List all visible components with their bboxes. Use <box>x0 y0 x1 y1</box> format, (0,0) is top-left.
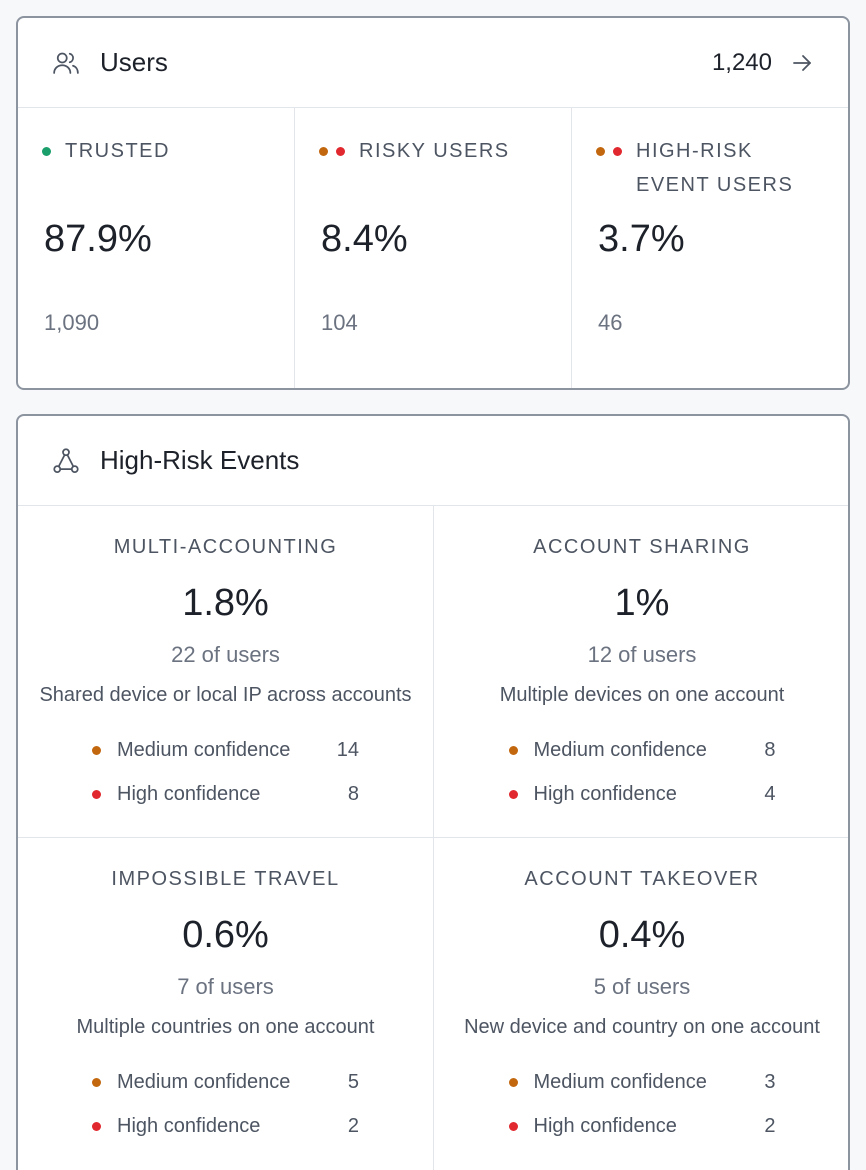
medium-dot <box>596 147 605 156</box>
event-users: 7 of users <box>177 974 274 999</box>
event-description: Multiple countries on one account <box>76 1016 375 1038</box>
confidence-value: 8 <box>764 738 776 761</box>
users-title: Users <box>100 47 168 77</box>
medium-confidence-row: Medium confidence 5 <box>18 1060 433 1104</box>
status-dots <box>596 147 622 156</box>
high-risk-events-card: High-Risk Events MULTI-ACCOUNTING 1.8% 2… <box>16 414 850 1170</box>
confidence-label: High confidence <box>533 1114 677 1137</box>
confidence-label: Medium confidence <box>117 1070 291 1093</box>
high-dot <box>613 147 622 156</box>
high-dot <box>508 789 518 799</box>
high-confidence-row: High confidence 2 <box>434 1104 848 1148</box>
high-dot <box>92 789 101 799</box>
confidence-label: High confidence <box>117 782 261 805</box>
medium-dot <box>508 745 518 755</box>
event-description: Multiple devices on one account <box>499 684 785 706</box>
event-users: 22 of users <box>171 642 280 667</box>
event-cell-multi-accounting: MULTI-ACCOUNTING 1.8% 22 of users Shared… <box>18 506 434 838</box>
event-title: MULTI-ACCOUNTING <box>113 536 338 558</box>
event-percent: 0.4% <box>598 914 686 956</box>
stat-percent: 87.9% <box>44 218 152 260</box>
confidence-value: 4 <box>764 782 776 805</box>
users-total-count: 1,240 <box>711 48 772 76</box>
stat-label-line2: EVENT USERS <box>636 174 794 196</box>
event-description: New device and country on one account <box>464 1016 820 1038</box>
high-confidence-row: High confidence 2 <box>18 1104 433 1148</box>
network-nodes-icon <box>50 445 82 477</box>
event-title: ACCOUNT SHARING <box>533 536 751 558</box>
medium-confidence-row: Medium confidence 3 <box>434 1060 848 1104</box>
stat-high-risk-event-users: HIGH-RISK EVENT USERS 3.7% 46 <box>572 108 848 388</box>
confidence-label: High confidence <box>533 782 677 805</box>
stat-count: 46 <box>598 310 623 335</box>
event-title: ACCOUNT TAKEOVER <box>524 868 760 890</box>
confidence-value: 5 <box>347 1070 359 1093</box>
stat-label: RISKY USERS <box>359 140 510 162</box>
medium-confidence-row: Medium confidence 8 <box>434 728 848 772</box>
arrow-right-icon[interactable] <box>790 51 814 75</box>
high-dot <box>336 147 345 156</box>
stat-label: HIGH-RISK EVENT USERS <box>636 134 793 202</box>
users-icon <box>50 47 82 79</box>
event-percent: 1.8% <box>182 582 269 624</box>
event-description: Shared device or local IP across account… <box>39 684 412 706</box>
confidence-value: 2 <box>764 1114 776 1137</box>
event-cell-impossible-travel: IMPOSSIBLE TRAVEL 0.6% 7 of users Multip… <box>18 838 434 1170</box>
high-dot <box>508 1121 518 1131</box>
confidence-label: High confidence <box>117 1114 261 1137</box>
event-cell-account-takeover: ACCOUNT TAKEOVER 0.4% 5 of users New dev… <box>434 838 848 1170</box>
stat-trusted: TRUSTED 87.9% 1,090 <box>18 108 295 388</box>
confidence-value: 2 <box>347 1114 359 1137</box>
confidence-value: 8 <box>347 782 359 805</box>
event-cell-account-sharing: ACCOUNT SHARING 1% 12 of users Multiple … <box>434 506 848 838</box>
status-dots <box>319 147 345 156</box>
medium-dot <box>92 745 101 755</box>
confidence-value: 3 <box>764 1070 776 1093</box>
stat-risky-users: RISKY USERS 8.4% 104 <box>295 108 572 388</box>
stat-percent: 8.4% <box>321 218 408 260</box>
event-percent: 0.6% <box>182 914 269 956</box>
events-title: High-Risk Events <box>100 445 300 475</box>
confidence-label: Medium confidence <box>533 738 707 761</box>
medium-dot <box>319 147 328 156</box>
high-confidence-row: High confidence 8 <box>18 772 433 816</box>
trusted-dot <box>42 147 51 156</box>
high-dot <box>92 1121 101 1131</box>
users-card: Users 1,240 TRUSTED 87.9% 1,090 <box>16 16 850 390</box>
medium-confidence-row: Medium confidence 14 <box>18 728 433 772</box>
event-percent: 1% <box>614 582 670 624</box>
confidence-label: Medium confidence <box>117 738 291 761</box>
event-users: 5 of users <box>593 974 691 999</box>
high-confidence-row: High confidence 4 <box>434 772 848 816</box>
stat-count: 1,090 <box>44 310 100 335</box>
stat-percent: 3.7% <box>598 218 685 260</box>
medium-dot <box>92 1077 101 1087</box>
event-users: 12 of users <box>587 642 697 667</box>
status-dots <box>42 147 51 156</box>
stat-label: TRUSTED <box>65 140 170 162</box>
medium-dot <box>508 1077 518 1087</box>
stat-count: 104 <box>321 310 358 335</box>
confidence-label: Medium confidence <box>533 1070 707 1093</box>
stat-label-line1: HIGH-RISK <box>636 140 753 162</box>
users-header[interactable]: Users 1,240 <box>18 18 848 108</box>
confidence-value: 14 <box>336 738 359 761</box>
events-header: High-Risk Events <box>18 416 848 506</box>
event-title: IMPOSSIBLE TRAVEL <box>111 868 340 890</box>
